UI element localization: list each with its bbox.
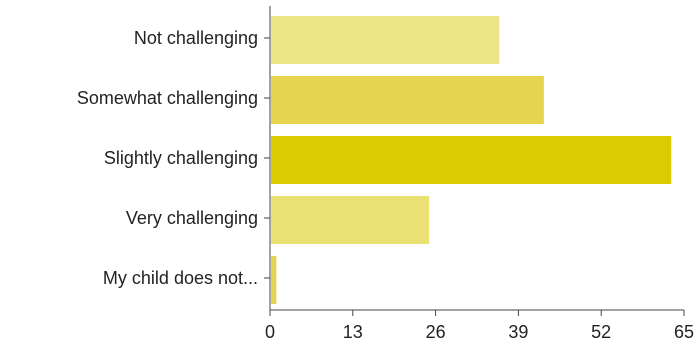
x-axis-ticks: 0 13 26 39 52 65	[265, 310, 694, 342]
category-label: Not challenging	[134, 28, 258, 48]
category-labels: Not challenging Somewhat challenging Sligh…	[77, 28, 270, 288]
category-label: My child does not...	[103, 268, 258, 288]
bar-my-child-does-not	[271, 256, 277, 304]
x-tick-label: 13	[343, 322, 363, 342]
x-tick-label: 65	[674, 322, 694, 342]
category-label: Somewhat challenging	[77, 88, 258, 108]
category-label: Very challenging	[126, 208, 258, 228]
x-tick-label: 26	[426, 322, 446, 342]
bar-very-challenging	[271, 196, 430, 244]
bar-somewhat-challenging	[271, 76, 544, 124]
bar-slightly-challenging	[271, 136, 672, 184]
bar-not-challenging	[271, 16, 500, 64]
x-tick-label: 52	[591, 322, 611, 342]
x-tick-label: 0	[265, 322, 275, 342]
axes	[269, 6, 684, 311]
bars-layer	[271, 16, 672, 304]
category-label: Slightly challenging	[104, 148, 258, 168]
x-tick-label: 39	[508, 322, 528, 342]
